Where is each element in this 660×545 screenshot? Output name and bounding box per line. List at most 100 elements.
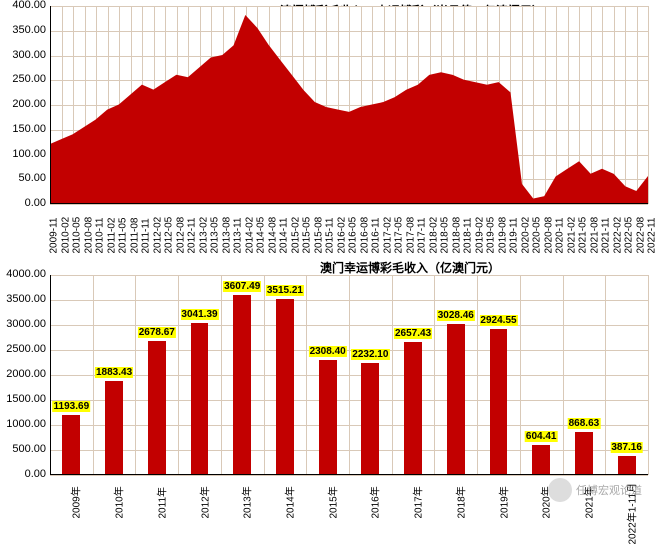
- chart2-plot-area: 1193.69 1883.43 2678.67 3041.39 3607.49 3515.…: [50, 275, 648, 475]
- chart1-xtick: 2022-11: [647, 218, 658, 254]
- chart1-xtick: 2009-11: [49, 218, 60, 254]
- chart1-xtick: 2016-08: [359, 217, 370, 254]
- chart2-bar-label: 2308.40: [309, 346, 347, 357]
- chart2-bar: [319, 360, 337, 475]
- monthly-gaming-revenue-chart: 澳门博彩毛收入：幸运博彩（当月值，亿澳门元） 0.0050.00100.0015…: [0, 0, 660, 257]
- watermark: 任博宏观论道: [548, 478, 642, 502]
- chart2-ytick: 3000.00: [2, 318, 46, 330]
- chart2-bar-label: 604.41: [525, 431, 558, 442]
- chart2-ytick: 500.00: [2, 443, 46, 455]
- chart2-bar-label: 3515.21: [266, 285, 304, 296]
- chart1-xtick: 2019-02: [474, 217, 485, 254]
- chart1-xtick: 2013-11: [233, 218, 244, 254]
- chart2-bar-label: 2924.55: [479, 315, 517, 326]
- chart2-bar-label: 1883.43: [95, 367, 133, 378]
- chart1-xtick: 2019-11: [509, 218, 520, 254]
- chart2-bar: [148, 341, 166, 475]
- chart2-ytick: 2500.00: [2, 343, 46, 355]
- chart1-xtick: 2017-08: [405, 217, 416, 254]
- chart1-area: [50, 6, 648, 204]
- chart2-ytick: 1500.00: [2, 393, 46, 405]
- chart1-xtick: 2018-02: [428, 217, 439, 254]
- chart1-xtick: 2016-05: [348, 217, 359, 254]
- chart1-xtick: 2018-05: [440, 217, 451, 254]
- chart1-xtick: 2010-11: [95, 218, 106, 254]
- chart1-xtick: 2022-08: [635, 217, 646, 254]
- chart1-xtick: 2014-02: [244, 217, 255, 254]
- chart1-ytick: 100.00: [2, 148, 46, 160]
- chart1-ytick: 0.00: [2, 197, 46, 209]
- chart2-title: 澳门幸运博彩毛收入（亿澳门元）: [320, 259, 500, 276]
- chart1-xtick: 2017-11: [417, 218, 428, 254]
- chart1-xtick: 2022-05: [624, 217, 635, 254]
- chart1-ytick: 400.00: [2, 0, 46, 11]
- chart1-ytick: 50.00: [2, 172, 46, 184]
- chart2-bar-label: 868.63: [568, 418, 601, 429]
- chart2-bar: [575, 432, 593, 475]
- chart1-xtick: 2020-05: [532, 217, 543, 254]
- chart1-xtick: 2013-05: [210, 217, 221, 254]
- chart1-xtick: 2020-11: [555, 218, 566, 254]
- chart1-xtick: 2021-05: [578, 217, 589, 254]
- chart1-xtick: 2011-02: [106, 218, 117, 254]
- chart1-xtick: 2020-08: [543, 217, 554, 254]
- chart2-bar-label: 3041.39: [180, 309, 218, 320]
- chart1-xtick: 2015-02: [290, 217, 301, 254]
- chart1-xtick: 2015-05: [302, 217, 313, 254]
- chart2-bar: [532, 445, 550, 475]
- chart1-xtick: 2012-02: [152, 217, 163, 254]
- chart1-xtick: 2016-02: [336, 217, 347, 254]
- chart1-xtick: 2013-08: [221, 217, 232, 254]
- chart1-ytick: 250.00: [2, 73, 46, 85]
- chart2-bar-label: 1193.69: [53, 401, 91, 412]
- chart2-bar: [233, 295, 251, 475]
- chart2-bar-label: 3607.49: [223, 281, 261, 292]
- chart2-bar-label: 2657.43: [394, 328, 432, 339]
- chart2-bar: [447, 324, 465, 475]
- chart2-bar: [62, 415, 80, 475]
- chart1-xtick: 2018-11: [463, 218, 474, 254]
- chart1-ytick: 200.00: [2, 98, 46, 110]
- chart1-ytick: 350.00: [2, 24, 46, 36]
- watermark-icon: [548, 478, 572, 502]
- chart1-xtick: 2013-02: [198, 217, 209, 254]
- chart1-ytick: 150.00: [2, 123, 46, 135]
- chart1-xtick: 2011-05: [118, 218, 129, 254]
- chart2-ytick: 4000.00: [2, 268, 46, 280]
- chart2-bar: [105, 381, 123, 475]
- chart1-xtick: 2011-11: [141, 218, 152, 253]
- chart1-xtick: 2014-08: [267, 217, 278, 254]
- chart2-bar-label: 2232.10: [351, 349, 389, 360]
- chart1-xtick: 2010-05: [72, 217, 83, 254]
- chart1-xtick: 2017-02: [382, 217, 393, 254]
- chart2-ytick: 0.00: [2, 468, 46, 480]
- chart1-xtick: 2016-11: [371, 218, 382, 254]
- chart1-xtick: 2021-02: [566, 217, 577, 254]
- chart1-xtick: 2012-11: [187, 218, 198, 254]
- chart1-xtick: 2011-08: [129, 218, 140, 254]
- chart1-xtick: 2015-11: [325, 218, 336, 254]
- chart1-xtick: 2015-08: [313, 217, 324, 254]
- chart1-xtick: 2017-05: [394, 217, 405, 254]
- chart1-xtick: 2010-08: [83, 217, 94, 254]
- chart1-xtick: 2019-05: [486, 217, 497, 254]
- chart2-bar: [618, 456, 636, 475]
- chart1-xtick: 2019-08: [497, 217, 508, 254]
- chart2-bar: [361, 363, 379, 475]
- chart2-ytick: 1000.00: [2, 418, 46, 430]
- chart2-bar: [490, 329, 508, 475]
- chart1-plot-area: [50, 6, 648, 204]
- chart2-ytick: 3500.00: [2, 293, 46, 305]
- chart1-xtick: 2012-08: [175, 217, 186, 254]
- chart2-bar-label: 3028.46: [437, 310, 475, 321]
- chart2-bar-label: 387.16: [610, 442, 643, 453]
- chart1-xtick: 2010-02: [60, 217, 71, 254]
- chart1-xtick: 2018-08: [451, 217, 462, 254]
- chart2-bar: [191, 323, 209, 475]
- chart1-xtick: 2014-11: [279, 218, 290, 254]
- watermark-text: 任博宏观论道: [576, 482, 642, 498]
- chart1-xtick: 2021-08: [589, 217, 600, 254]
- chart2-bar-label: 2678.67: [138, 327, 176, 338]
- chart1-xtick: 2014-05: [256, 217, 267, 254]
- chart2-ytick: 2000.00: [2, 368, 46, 380]
